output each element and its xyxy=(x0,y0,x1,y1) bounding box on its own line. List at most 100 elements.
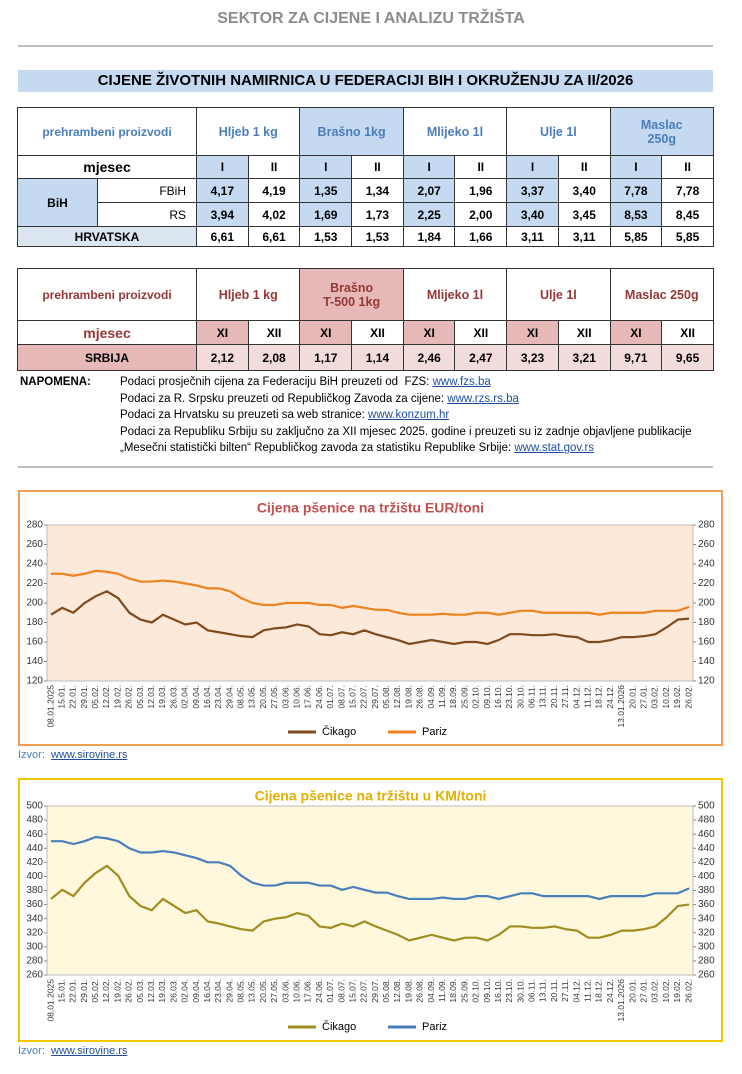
y2-tick-label: 260 xyxy=(698,970,715,981)
x-tick-label: 11.12. xyxy=(583,979,593,1002)
y2-tick-label: 320 xyxy=(698,927,715,938)
y-tick-label: 220 xyxy=(26,578,43,589)
y2-tick-label: 480 xyxy=(698,815,715,826)
x-tick-label: 15.01. xyxy=(56,685,66,709)
month-cell: XII xyxy=(351,320,404,345)
price-cell: 3,45 xyxy=(557,202,611,227)
x-tick-label: 20.01. xyxy=(627,685,637,709)
price-cell: 1,53 xyxy=(351,226,404,247)
price-cell: 3,94 xyxy=(196,202,249,227)
chart: Cijena pšenice na tržištu u KM/toni 260 28… xyxy=(18,778,723,1042)
note-link[interactable]: www.rzs.rs.ba xyxy=(447,392,519,405)
y2-tick-label: 200 xyxy=(698,598,715,609)
note-line: Podaci za Republiku Srbiju su zaključno … xyxy=(120,426,692,438)
header-cell: Ulje 1l xyxy=(506,107,611,156)
note-link[interactable]: www.konzum.hr xyxy=(368,409,450,421)
month-label: mjesec xyxy=(16,155,198,179)
y-tick-label: 360 xyxy=(26,899,43,910)
x-tick-label: 08.01.2025 xyxy=(45,685,55,728)
note-label: NAPOMENA: xyxy=(20,376,91,388)
note-text: „Mesečni statistički bilten“ Republičkog… xyxy=(120,442,515,454)
price-cell: 8,45 xyxy=(661,202,714,227)
x-tick-label: 10.02. xyxy=(661,979,671,1003)
x-tick-label: 18.09. xyxy=(448,685,458,709)
source: Izvor: www.sirovine.rs xyxy=(18,749,127,761)
x-tick-label: 19.03. xyxy=(157,685,167,709)
source-link[interactable]: www.sirovine.rs xyxy=(51,1045,128,1057)
x-tick-label: 09.10. xyxy=(482,979,492,1003)
header-cell: Mlijeko 1l xyxy=(402,107,508,156)
y2-tick-label: 280 xyxy=(698,520,715,531)
y2-tick-label: 300 xyxy=(698,941,715,952)
month-cell: XII xyxy=(661,320,714,345)
price-cell: 3,23 xyxy=(506,344,559,371)
price-cell: 3,21 xyxy=(557,344,611,371)
x-tick-label: 24.12. xyxy=(605,979,615,1003)
note-line: Podaci prosječnih cijena za Federaciju B… xyxy=(120,376,491,388)
x-tick-label: 13.05. xyxy=(247,979,257,1003)
x-tick-label: 10.06. xyxy=(291,685,301,709)
x-tick-label: 04.12. xyxy=(571,685,581,709)
x-tick-label: 16.10. xyxy=(493,685,503,709)
x-tick-label: 13.05. xyxy=(247,685,257,709)
month-cell: XII xyxy=(557,320,611,345)
price-cell: 4,02 xyxy=(247,202,301,227)
x-tick-label: 12.02. xyxy=(101,979,111,1003)
y2-tick-label: 400 xyxy=(698,871,715,882)
chart-title: Cijena pšenice na tržištu EUR/toni xyxy=(257,500,484,516)
x-tick-label: 19.08. xyxy=(403,979,413,1003)
x-tick-label: 05.08. xyxy=(381,685,391,709)
month-label: mjesec xyxy=(16,320,198,345)
note-link[interactable]: www.stat.gov.rs xyxy=(514,442,595,454)
x-tick-label: 24.06. xyxy=(314,685,324,709)
month-cell: XI xyxy=(402,320,456,345)
y-tick-label: 260 xyxy=(26,970,43,981)
x-tick-label: 09.10. xyxy=(482,685,492,709)
price-cell: 1,14 xyxy=(351,344,404,371)
month-row: mjesec XI XII XI XII XI XII XI XII XI XII xyxy=(16,320,714,345)
y2-tick-label: 280 xyxy=(698,956,715,967)
price-cell: 7,78 xyxy=(661,178,714,203)
x-tick-label: 16.10. xyxy=(493,979,503,1003)
x-tick-label: 15.07. xyxy=(347,685,357,709)
y2-tick-label: 360 xyxy=(698,899,715,910)
month-cell: XI xyxy=(506,320,559,345)
x-tick-label: 30.10. xyxy=(515,979,525,1003)
note-line: Podaci za R. Srpsku preuzeti od Republič… xyxy=(120,393,519,405)
x-tick-label: 19.08. xyxy=(403,685,413,709)
y2-tick-label: 260 xyxy=(698,539,715,550)
month-cell: I xyxy=(402,155,456,179)
note-text: Podaci za R. Srpsku preuzeti od Republič… xyxy=(120,392,448,405)
month-cell: I xyxy=(299,155,353,179)
data-row: RS 3,94 4,02 1,69 1,73 2,25 2,00 3,40 3,45 8,53 8,… xyxy=(18,202,714,227)
y-tick-label: 460 xyxy=(26,829,43,840)
x-tick-label: 26.02. xyxy=(683,685,693,709)
x-tick-label: 12.08. xyxy=(392,979,402,1003)
month-cell: I xyxy=(506,155,559,179)
price-table-bih: prehrambeni proizvodi Hljeb 1 kg Brašno 1k… xyxy=(16,107,714,247)
row-label: SRBIJA xyxy=(16,344,198,371)
y2-tick-label: 180 xyxy=(698,617,715,628)
x-tick-label: 03.02. xyxy=(650,979,660,1003)
price-cell: 3,40 xyxy=(557,178,611,203)
price-cell: 2,00 xyxy=(454,202,508,227)
source-label: Izvor: xyxy=(18,1045,45,1057)
price-cell: 3,11 xyxy=(506,226,559,247)
x-tick-label: 27.11. xyxy=(560,979,570,1002)
note-link[interactable]: www.fzs.ba xyxy=(432,376,491,388)
chart-title: Cijena pšenice na tržištu u KM/toni xyxy=(255,788,487,804)
price-cell: 2,08 xyxy=(247,344,301,371)
x-tick-label: 27.05. xyxy=(269,979,279,1003)
x-tick-label: 11.09. xyxy=(437,979,447,1002)
data-row: HRVATSKA 6,61 6,61 1,53 1,53 1,84 1,66 3,11 3,11… xyxy=(16,226,714,247)
x-tick-label: 05.08. xyxy=(381,979,391,1003)
y2-tick-label: 220 xyxy=(698,578,715,589)
price-cell: 6,61 xyxy=(247,226,301,247)
source-link[interactable]: www.sirovine.rs xyxy=(51,749,128,761)
y2-tick-label: 120 xyxy=(698,676,715,687)
x-tick-label: 20.05. xyxy=(258,685,268,709)
y-tick-label: 160 xyxy=(26,637,43,648)
data-row: SRBIJA 2,12 2,08 1,17 1,14 2,46 2,47 3,23 3,21 9,… xyxy=(16,344,714,371)
y-tick-label: 240 xyxy=(26,559,43,570)
x-tick-label: 16.04. xyxy=(202,979,212,1003)
